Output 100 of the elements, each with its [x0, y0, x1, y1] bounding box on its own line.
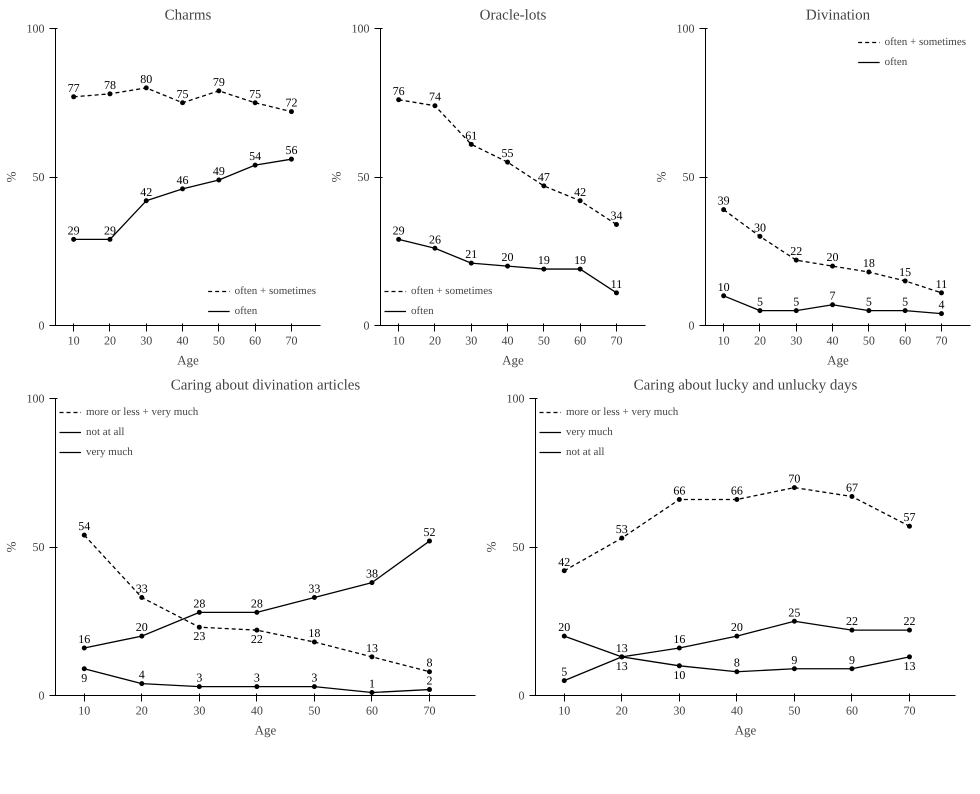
- point: [866, 308, 872, 314]
- x-axis-title: Age: [177, 352, 200, 368]
- point: [71, 94, 76, 100]
- x-tick-label: 30: [673, 704, 686, 718]
- point: [794, 258, 799, 263]
- data-label: 28: [250, 596, 263, 610]
- point: [216, 177, 222, 182]
- point: [254, 628, 260, 633]
- legend-label: often + sometimes: [234, 285, 316, 297]
- x-tick-label: 20: [754, 334, 766, 348]
- point: [614, 290, 619, 296]
- x-tick-label: 60: [846, 704, 858, 718]
- point: [82, 532, 87, 538]
- legend-label: very much: [86, 446, 133, 458]
- x-axis-title: Age: [254, 722, 277, 738]
- data-label: 16: [673, 632, 686, 646]
- legend-label: often: [411, 305, 434, 317]
- data-label: 20: [136, 620, 148, 634]
- data-label: 57: [903, 510, 916, 524]
- data-label: 11: [610, 276, 622, 291]
- data-label: 20: [502, 250, 514, 264]
- data-label: 78: [104, 78, 116, 92]
- point: [676, 663, 682, 668]
- x-tick-label: 60: [899, 334, 912, 348]
- data-label: 16: [78, 632, 90, 646]
- data-label: 47: [538, 170, 550, 184]
- point: [938, 311, 944, 316]
- x-tick-label: 10: [392, 334, 405, 348]
- x-tick-label: 10: [558, 704, 570, 718]
- data-label: 38: [366, 566, 378, 581]
- point: [82, 666, 87, 672]
- data-label: 20: [730, 620, 743, 634]
- x-axis-title: Age: [827, 352, 850, 368]
- data-label: 10: [673, 668, 686, 682]
- data-label: 76: [392, 84, 405, 98]
- data-label: 55: [502, 146, 514, 160]
- x-tick-label: 50: [862, 334, 875, 348]
- data-label: 22: [790, 244, 802, 258]
- point: [426, 687, 432, 692]
- data-label: 20: [826, 250, 839, 264]
- point: [396, 236, 402, 242]
- data-label: 13: [616, 658, 628, 673]
- chart-title: Divination: [806, 8, 871, 24]
- x-tick-label: 40: [250, 704, 263, 718]
- y-tick-label: 100: [506, 392, 524, 406]
- legend-label: often: [884, 56, 908, 68]
- legend-label: not at all: [86, 426, 124, 438]
- legend-label: more or less + very much: [86, 406, 198, 418]
- data-label: 28: [193, 596, 206, 610]
- point: [180, 100, 186, 106]
- point: [794, 308, 799, 314]
- point: [734, 669, 740, 674]
- y-tick-label: 100: [26, 22, 44, 36]
- x-tick-label: 40: [176, 334, 189, 348]
- x-tick-label: 70: [423, 704, 436, 718]
- data-label: 8: [734, 656, 740, 670]
- data-label: 49: [212, 164, 225, 178]
- point: [144, 198, 149, 204]
- point: [721, 207, 726, 212]
- data-label: 7: [830, 288, 836, 303]
- point: [180, 186, 186, 192]
- y-tick-label: 50: [358, 170, 370, 184]
- chart-title: Caring about divination articles: [170, 378, 360, 394]
- data-label: 10: [718, 280, 730, 294]
- point: [139, 594, 144, 600]
- point: [139, 681, 144, 686]
- data-label: 20: [558, 620, 570, 634]
- point: [369, 654, 374, 660]
- point: [902, 308, 908, 314]
- data-label: 39: [718, 194, 730, 208]
- data-label: 46: [176, 172, 189, 187]
- data-label: 5: [902, 294, 908, 309]
- x-axis-title: Age: [734, 722, 757, 738]
- point: [792, 618, 797, 624]
- x-tick-label: 30: [465, 334, 478, 348]
- y-axis-title: %: [484, 541, 498, 552]
- point: [757, 308, 762, 314]
- y-tick-label: 50: [682, 170, 694, 184]
- data-label: 34: [610, 208, 622, 223]
- data-label: 22: [250, 632, 263, 646]
- data-label: 42: [140, 184, 152, 199]
- point: [505, 264, 510, 269]
- x-tick-label: 30: [790, 334, 802, 348]
- point: [82, 645, 87, 650]
- point: [71, 236, 76, 242]
- x-tick-label: 60: [249, 334, 262, 348]
- y-axis-title: %: [4, 541, 18, 552]
- data-label: 29: [104, 223, 116, 238]
- legend-label: not at all: [566, 446, 604, 458]
- data-label: 13: [366, 640, 378, 655]
- data-label: 21: [465, 247, 478, 262]
- data-label: 79: [212, 74, 225, 89]
- data-label: 66: [673, 483, 686, 498]
- data-label: 53: [616, 522, 628, 536]
- x-tick-label: 20: [136, 704, 148, 718]
- x-tick-label: 70: [935, 334, 948, 348]
- x-tick-label: 50: [308, 704, 320, 718]
- y-tick-label: 50: [512, 540, 524, 554]
- point: [830, 264, 836, 269]
- data-label: 3: [254, 670, 260, 685]
